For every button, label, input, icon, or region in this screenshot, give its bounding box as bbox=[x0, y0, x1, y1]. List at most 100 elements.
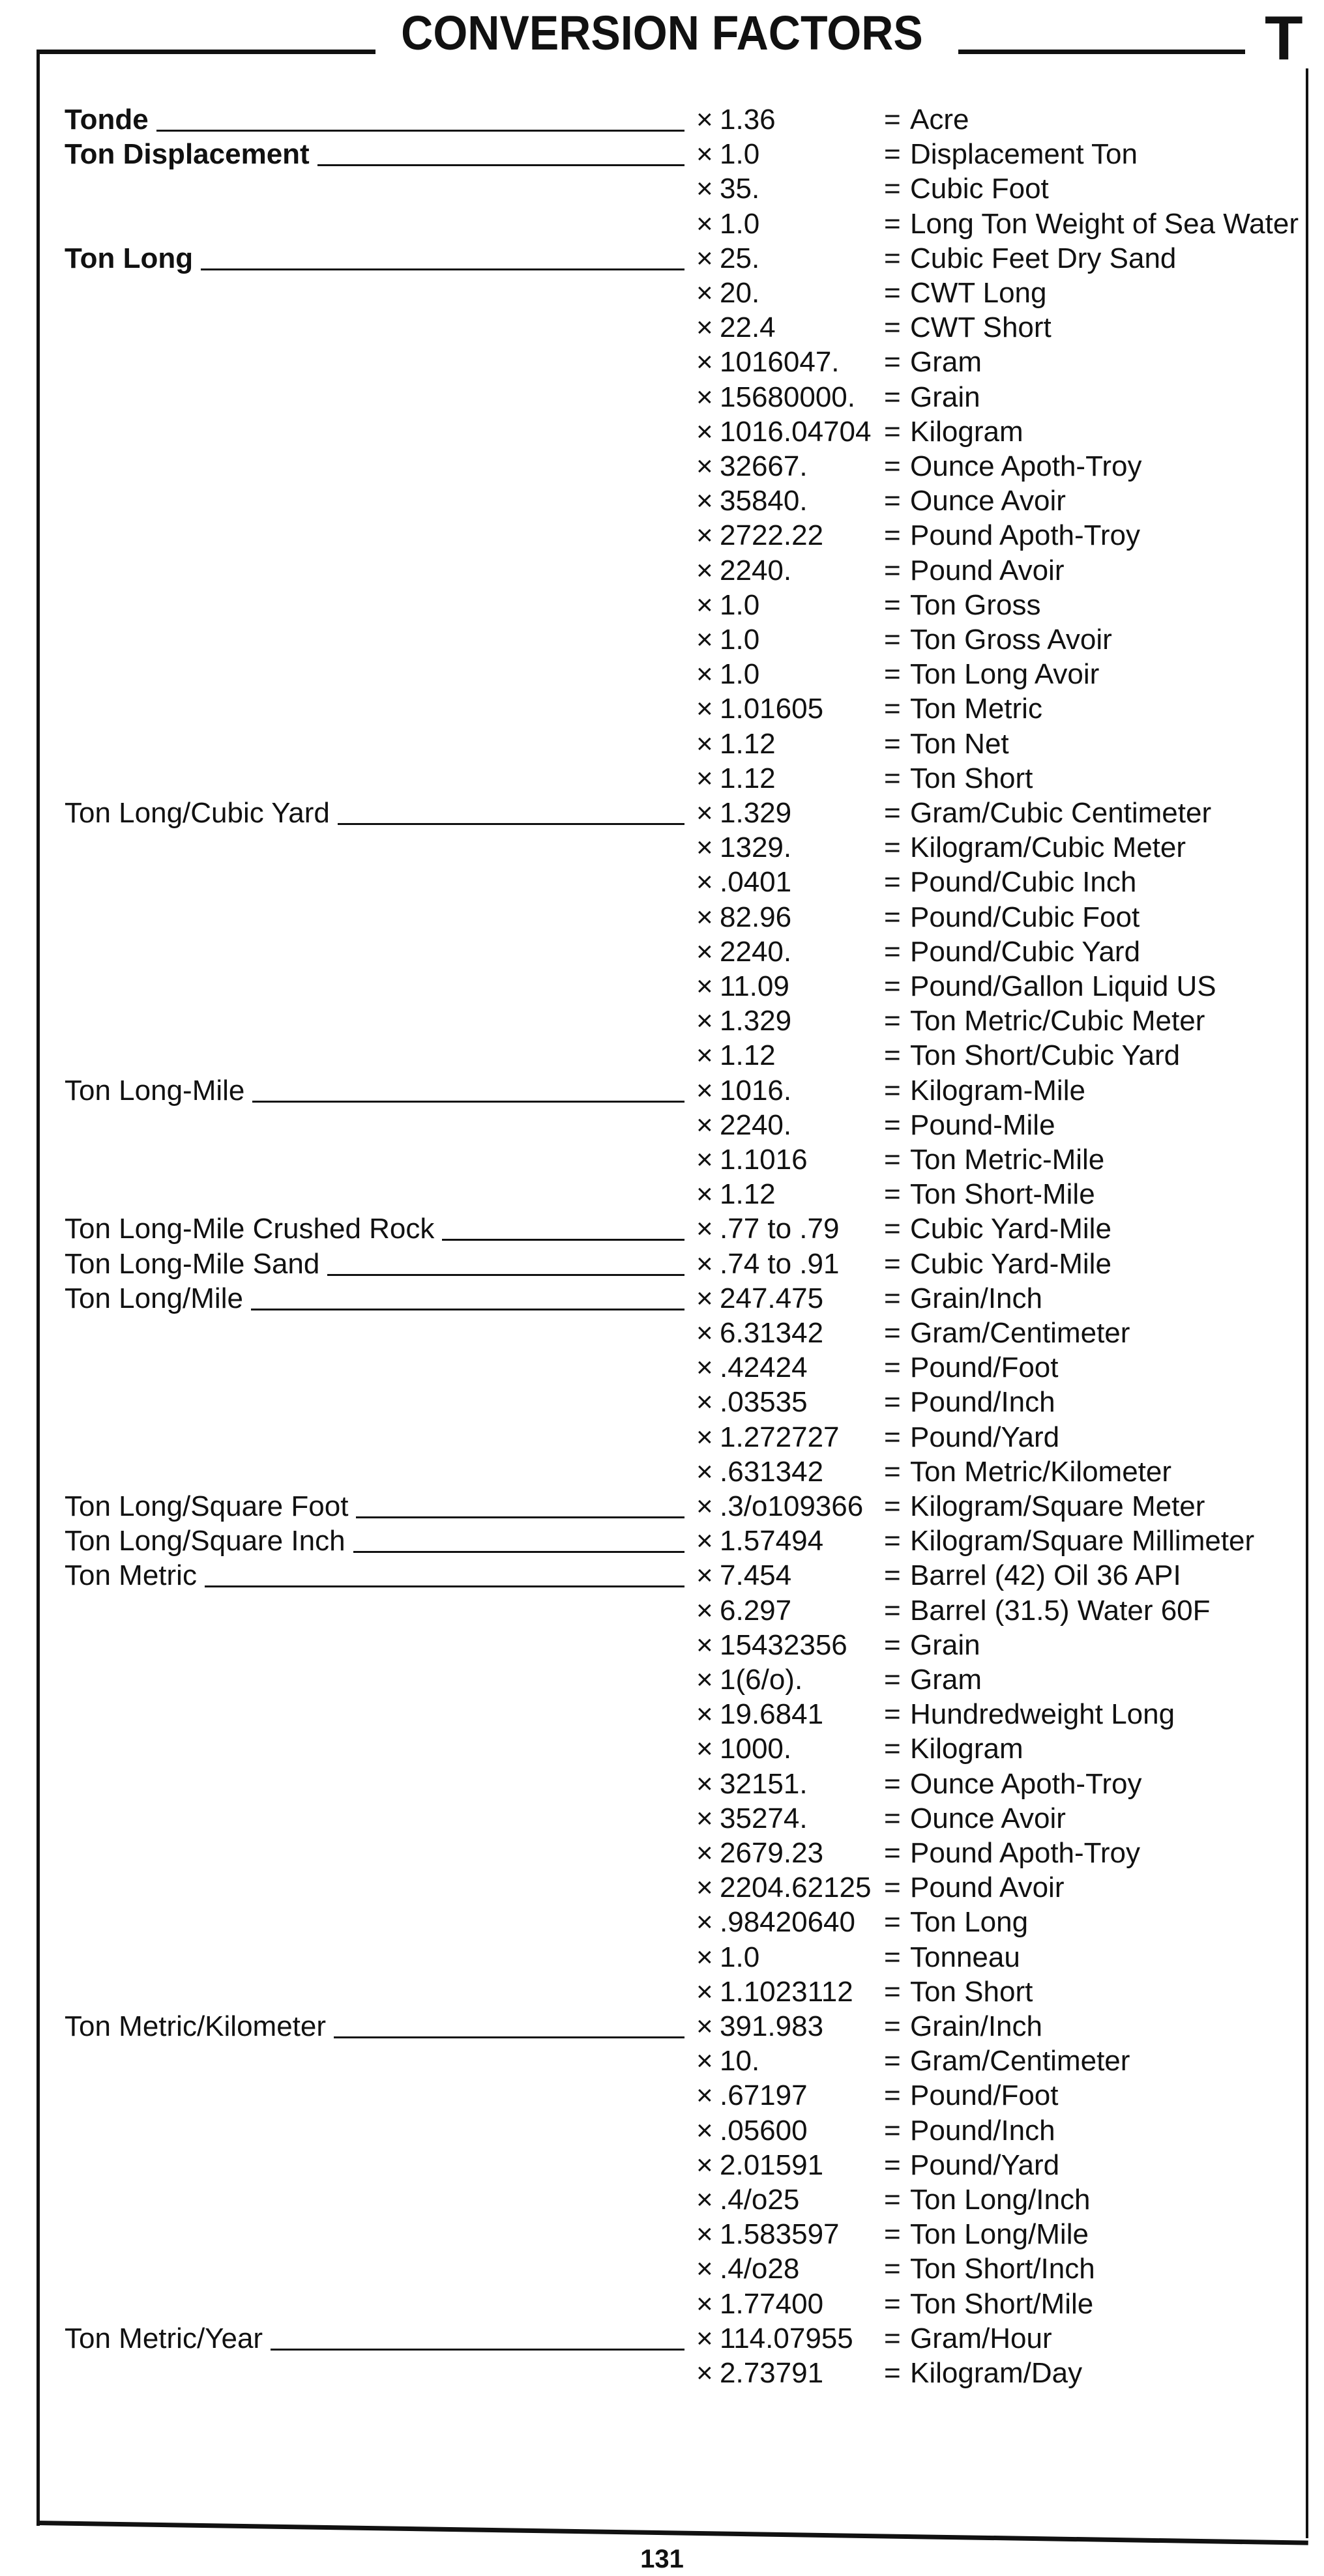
equals-sign: = bbox=[884, 277, 901, 309]
unit-label: Grain bbox=[910, 1628, 980, 1661]
quantity-label: Ton Displacement bbox=[65, 138, 310, 171]
unit-label: Gram/Centimeter bbox=[910, 2045, 1130, 2077]
table-row: × 2204.62125 = Pound Avoir bbox=[0, 1870, 1324, 1905]
unit-label: Ton Long Avoir bbox=[910, 658, 1100, 691]
equals-sign: = bbox=[884, 2287, 901, 2320]
equals-sign: = bbox=[884, 693, 901, 725]
table-row: Ton Displacement × 1.0 = Displacement Ton bbox=[0, 137, 1324, 171]
multiply-sign: × bbox=[696, 1213, 713, 1245]
table-row: × .98420640 = Ton Long bbox=[0, 1905, 1324, 1939]
unit-label: Kilogram/Day bbox=[910, 2357, 1083, 2389]
unit-label: Ton Gross Avoir bbox=[910, 624, 1112, 656]
multiply-sign: × bbox=[696, 415, 713, 448]
factor-value: .98420640 bbox=[720, 1906, 855, 1939]
quantity-label: Ton Long-Mile Crushed Rock bbox=[65, 1213, 435, 1245]
multiply-sign: × bbox=[696, 2287, 713, 2320]
multiply-sign: × bbox=[696, 970, 713, 1002]
multiply-sign: × bbox=[696, 1698, 713, 1731]
factor-value: 11.09 bbox=[720, 970, 789, 1002]
table-row: × 1.583597 = Ton Long/Mile bbox=[0, 2217, 1324, 2251]
multiply-sign: × bbox=[696, 381, 713, 413]
table-row: × 1(6/o). = Gram bbox=[0, 1662, 1324, 1697]
unit-label: Ton Net bbox=[910, 727, 1009, 760]
factor-value: .67197 bbox=[720, 2079, 808, 2112]
frame-border-left bbox=[37, 50, 40, 2526]
factor-value: 2.73791 bbox=[720, 2357, 824, 2389]
table-row: × 1329. = Kilogram/Cubic Meter bbox=[0, 830, 1324, 865]
equals-sign: = bbox=[884, 588, 901, 621]
multiply-sign: × bbox=[696, 277, 713, 309]
multiply-sign: × bbox=[696, 1559, 713, 1592]
unit-label: Grain/Inch bbox=[910, 1282, 1042, 1314]
equals-sign: = bbox=[884, 104, 901, 136]
table-row: × 35. = Cubic Foot bbox=[0, 171, 1324, 206]
unit-label: Ton Long/Mile bbox=[910, 2218, 1089, 2251]
equals-sign: = bbox=[884, 1144, 901, 1176]
unit-label: Ton Short bbox=[910, 1975, 1033, 2008]
table-row: × 1016047. = Gram bbox=[0, 345, 1324, 379]
multiply-sign: × bbox=[696, 588, 713, 621]
multiply-sign: × bbox=[696, 832, 713, 864]
equals-sign: = bbox=[884, 207, 901, 240]
table-row: × .67197 = Pound/Foot bbox=[0, 2078, 1324, 2113]
factor-value: .05600 bbox=[720, 2114, 808, 2147]
equals-sign: = bbox=[884, 2218, 901, 2251]
unit-label: Gram/Centimeter bbox=[910, 1317, 1130, 1349]
multiply-sign: × bbox=[696, 1386, 713, 1419]
equals-sign: = bbox=[884, 1213, 901, 1245]
equals-sign: = bbox=[884, 2079, 901, 2112]
equals-sign: = bbox=[884, 624, 901, 656]
factor-value: 1.0 bbox=[720, 207, 760, 240]
table-row: × 1.329 = Ton Metric/Cubic Meter bbox=[0, 1004, 1324, 1038]
multiply-sign: × bbox=[696, 346, 713, 379]
factor-value: 19.6841 bbox=[720, 1698, 824, 1731]
table-row: × 19.6841 = Hundredweight Long bbox=[0, 1697, 1324, 1731]
equals-sign: = bbox=[884, 762, 901, 794]
leader-line bbox=[251, 1308, 684, 1310]
equals-sign: = bbox=[884, 1594, 901, 1627]
table-row: × .03535 = Pound/Inch bbox=[0, 1385, 1324, 1419]
multiply-sign: × bbox=[696, 762, 713, 794]
unit-label: Pound/Inch bbox=[910, 1386, 1055, 1419]
unit-label: Pound Avoir bbox=[910, 1872, 1065, 1904]
factor-value: .3/o109366 bbox=[720, 1490, 864, 1522]
quantity-label: Ton Long/Square Foot bbox=[65, 1490, 349, 1522]
equals-sign: = bbox=[884, 415, 901, 448]
unit-label: Pound/Foot bbox=[910, 1352, 1059, 1384]
factor-value: 114.07955 bbox=[720, 2322, 853, 2354]
unit-label: Ounce Avoir bbox=[910, 1802, 1066, 1834]
multiply-sign: × bbox=[696, 2253, 713, 2285]
multiply-sign: × bbox=[696, 311, 713, 344]
multiply-sign: × bbox=[696, 1108, 713, 1141]
factor-value: 35840. bbox=[720, 485, 808, 517]
leader-line bbox=[327, 1273, 684, 1276]
factor-value: 35274. bbox=[720, 1802, 808, 1834]
multiply-sign: × bbox=[696, 1906, 713, 1939]
unit-label: Ounce Avoir bbox=[910, 485, 1066, 517]
unit-label: Barrel (31.5) Water 60F bbox=[910, 1594, 1211, 1627]
unit-label: Ton Short/Mile bbox=[910, 2287, 1094, 2320]
page-number: 131 bbox=[640, 2545, 684, 2573]
table-row: Ton Metric × 7.454 = Barrel (42) Oil 36 API bbox=[0, 1558, 1324, 1593]
table-row: × 1.12 = Ton Short-Mile bbox=[0, 1177, 1324, 1211]
multiply-sign: × bbox=[696, 242, 713, 274]
unit-label: Pound/Yard bbox=[910, 2149, 1060, 2181]
multiply-sign: × bbox=[696, 1005, 713, 1037]
unit-label: Ton Short/Inch bbox=[910, 2253, 1095, 2285]
leader-line bbox=[252, 1100, 684, 1103]
factor-value: 247.475 bbox=[720, 1282, 824, 1314]
equals-sign: = bbox=[884, 2114, 901, 2147]
equals-sign: = bbox=[884, 1074, 901, 1107]
unit-label: CWT Short bbox=[910, 311, 1052, 344]
equals-sign: = bbox=[884, 2357, 901, 2389]
table-row: Ton Long × 25. = Cubic Feet Dry Sand bbox=[0, 241, 1324, 276]
quantity-label: Ton Metric bbox=[65, 1559, 197, 1592]
unit-label: Kilogram bbox=[910, 415, 1023, 448]
table-row: Ton Long/Square Inch × 1.57494 = Kilogram/Sq… bbox=[0, 1524, 1324, 1558]
factor-value: 1.0 bbox=[720, 624, 760, 656]
factor-value: 1.583597 bbox=[720, 2218, 840, 2251]
multiply-sign: × bbox=[696, 1282, 713, 1314]
factor-value: 7.454 bbox=[720, 1559, 792, 1592]
header-rule-right bbox=[958, 50, 1245, 54]
multiply-sign: × bbox=[696, 1837, 713, 1869]
